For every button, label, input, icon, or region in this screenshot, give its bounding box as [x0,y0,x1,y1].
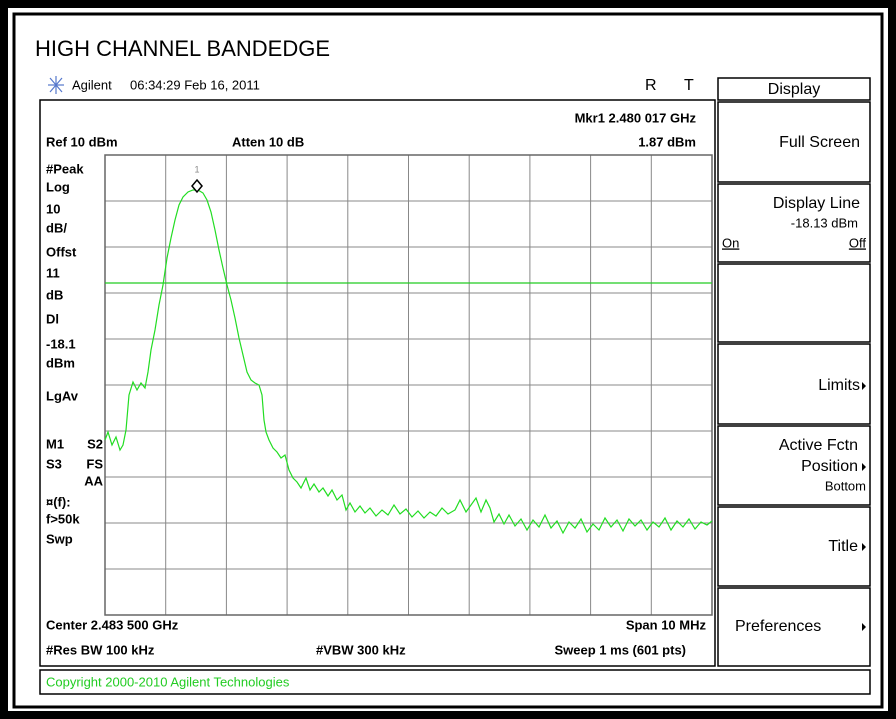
instrument: Agilent [72,77,112,92]
side-label: dB/ [46,220,67,235]
span: Span 10 MHz [626,617,707,632]
side-label: S2 [87,436,103,451]
softkey[interactable] [717,183,871,263]
softkey-label: Full Screen [779,134,860,151]
marker [191,178,203,194]
side-label: -18.1 [46,336,76,351]
softkey-option: On [722,235,739,250]
softkey-value: Bottom [825,478,866,493]
submenu-arrow [862,463,866,471]
trace [104,189,713,535]
softkey-header-label: Display [768,81,820,98]
side-label: f>50k [46,511,80,526]
side-label: S3 [46,456,62,471]
softkey-label: Limits [818,377,860,394]
side-label: dBm [46,355,75,370]
center-freq: Center 2.483 500 GHz [46,617,179,632]
side-label: #Peak [46,161,84,176]
softkey-option: Off [849,235,866,250]
marker-id: 1 [194,164,199,174]
status: T [684,77,694,94]
submenu-arrow [862,623,866,631]
display-area [39,99,716,667]
softkey-label: Active Fctn [779,437,858,454]
timestamp: 06:34:29 Feb 16, 2011 [130,77,260,92]
softkey[interactable] [717,343,871,425]
copyright: Copyright 2000-2010 Agilent Technologies [46,674,290,689]
res-bw: #Res BW 100 kHz [46,642,155,657]
attenuation: Atten 10 dB [232,134,304,149]
side-label: ¤(f): [46,494,71,509]
agilent-logo [48,76,64,94]
marker-readout: Mkr1 2.480 017 GHz [575,110,697,125]
side-label: Log [46,179,70,194]
side-label: Offst [46,244,77,259]
softkey-label: Position [801,458,858,475]
graticule-border [104,154,713,616]
marker-level: 1.87 dBm [638,134,696,149]
softkey-label: Preferences [735,618,821,635]
side-label: Swp [46,531,73,546]
status: R [645,77,657,94]
side-label: AA [84,473,103,488]
softkey-label: Display Line [773,195,860,212]
softkey[interactable] [717,506,871,587]
side-label: 10 [46,201,60,216]
side-label: LgAv [46,388,79,403]
softkey-header [717,77,871,101]
vbw: #VBW 300 kHz [316,642,406,657]
softkey-value: -18.13 dBm [791,215,858,230]
ref-level: Ref 10 dBm [46,134,118,149]
softkey[interactable] [717,587,871,667]
softkey[interactable] [717,425,871,506]
softkey-label: Title [828,538,858,555]
side-label: M1 [46,436,64,451]
side-label: FS [86,456,103,471]
softkey[interactable] [717,101,871,183]
title: HIGH CHANNEL BANDEDGE [35,36,330,61]
side-label: Dl [46,311,59,326]
side-label: dB [46,287,63,302]
softkey[interactable] [717,263,871,343]
submenu-arrow [862,382,866,390]
submenu-arrow [862,543,866,551]
status-bar [39,669,871,695]
side-label: 11 [46,265,60,280]
sweep: Sweep 1 ms (601 pts) [555,642,687,657]
graticule [105,155,712,615]
inner-frame [12,12,884,709]
